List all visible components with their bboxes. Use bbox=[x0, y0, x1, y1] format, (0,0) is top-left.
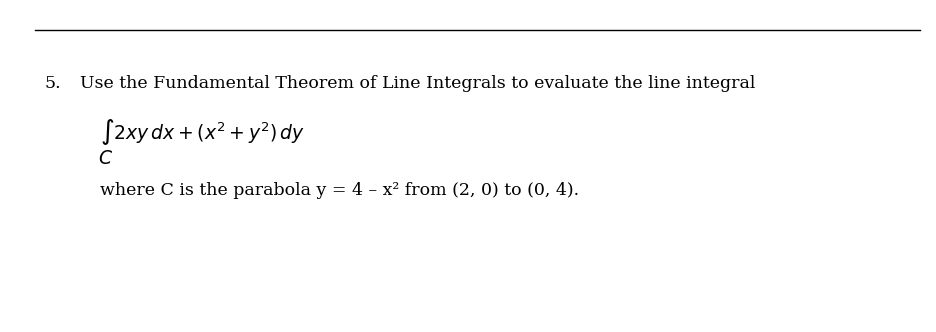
Text: where C is the parabola y = 4 – x² from (2, 0) to (0, 4).: where C is the parabola y = 4 – x² from … bbox=[100, 182, 578, 199]
Text: $C$: $C$ bbox=[98, 150, 113, 168]
Text: Use the Fundamental Theorem of Line Integrals to evaluate the line integral: Use the Fundamental Theorem of Line Inte… bbox=[80, 75, 754, 92]
Text: $\int 2xy\,dx + (x^{2} + y^{2})\,dy$: $\int 2xy\,dx + (x^{2} + y^{2})\,dy$ bbox=[100, 117, 304, 147]
Text: 5.: 5. bbox=[45, 75, 62, 92]
